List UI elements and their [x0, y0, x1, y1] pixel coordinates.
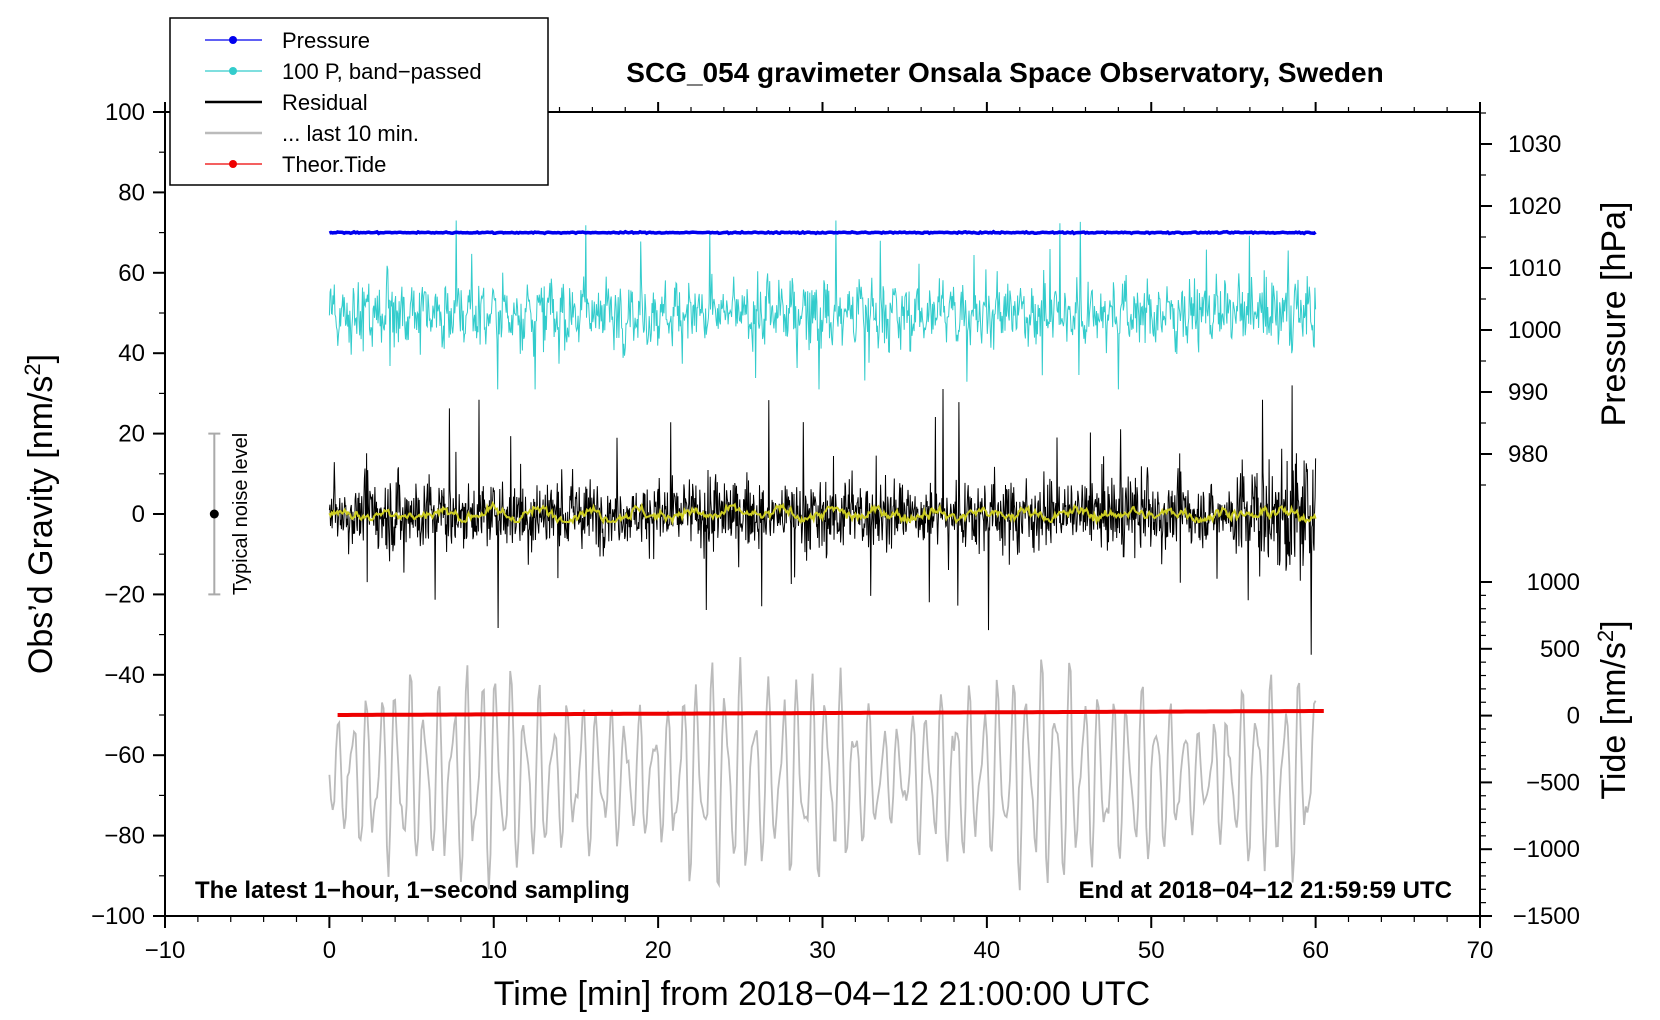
series-residual [328, 385, 1317, 655]
chart-title: SCG_054 gravimeter Onsala Space Observat… [626, 57, 1383, 88]
legend-swatch-dot [229, 67, 237, 75]
legend-label: Theor.Tide [282, 152, 386, 177]
legend-entries: Pressure 100 P, band−passed Residual ... la… [205, 28, 482, 177]
y-tick-label: 100 [105, 99, 145, 126]
y-tick-label: −100 [91, 903, 145, 930]
y-tick-label: −80 [104, 823, 145, 850]
tide-tick-label: −1000 [1513, 836, 1580, 863]
x-axis-label: Time [min] from 2018−04−12 21:00:00 UTC [494, 975, 1150, 1013]
noise-bar-center [209, 509, 219, 519]
annotation-bottom-left: The latest 1−hour, 1−second sampling [195, 877, 630, 904]
y-axis-label-left-end: ] [22, 354, 60, 363]
x-tick-label: 40 [974, 937, 1001, 964]
y-axis-label-tide-sup: 2 [1593, 630, 1618, 642]
legend-label: Residual [282, 90, 368, 115]
y-axis-label-tide-main: Tide [nm/s [1595, 642, 1633, 799]
y-axis-label-tide-end: ] [1595, 620, 1633, 629]
tide-tick-label: 0 [1567, 703, 1580, 730]
legend-label: ... last 10 min. [282, 121, 419, 146]
x-tick-label: 20 [645, 937, 672, 964]
series-theor-tide [337, 709, 1324, 717]
noise-level-label: Typical noise level [230, 433, 252, 595]
y-axis-label-left-sup: 2 [20, 363, 45, 375]
pressure-tick-label: 1030 [1508, 131, 1561, 158]
series-band-passed [328, 220, 1317, 390]
x-tick-label: 50 [1138, 937, 1165, 964]
y-axis-label-tide: Tide [nm/s2] [1593, 620, 1633, 799]
x-tick-label: 30 [809, 937, 836, 964]
series-layer [328, 220, 1324, 891]
y-tick-label: −40 [104, 662, 145, 689]
pressure-tick-label: 1020 [1508, 193, 1561, 220]
legend-swatch-dot [229, 36, 237, 44]
y-tick-label: 40 [118, 340, 145, 367]
tide-tick-label: 500 [1540, 636, 1580, 663]
legend-label: Pressure [282, 28, 370, 53]
y-tick-label: 60 [118, 260, 145, 287]
y-tick-label: −20 [104, 581, 145, 608]
y-tick-label: 0 [132, 501, 145, 528]
x-tick-label: −10 [145, 937, 186, 964]
series-pressure [328, 229, 1317, 236]
pressure-tick-label: 1010 [1508, 255, 1561, 282]
pressure-tick-label: 990 [1508, 379, 1548, 406]
x-tick-label: 70 [1467, 937, 1494, 964]
tide-tick-label: −1500 [1513, 903, 1580, 930]
y-tick-label: −60 [104, 742, 145, 769]
tide-tick-label: −500 [1526, 769, 1580, 796]
ticks-layer: −10 0 10 20 30 40 50 60 70100806040200−20−40−60−… [91, 99, 1580, 964]
x-tick-label: 10 [480, 937, 507, 964]
y-tick-label: 20 [118, 421, 145, 448]
tide-tick-label: 1000 [1527, 569, 1580, 596]
y-axis-label-left: Obs’d Gravity [nm/s2] [20, 354, 60, 674]
x-tick-label: 0 [323, 937, 336, 964]
pressure-tick-label: 1000 [1508, 317, 1561, 344]
annotation-bottom-right: End at 2018−04−12 21:59:59 UTC [1078, 877, 1452, 904]
legend: Pressure 100 P, band−passed Residual ... la… [169, 17, 549, 186]
y-tick-label: 80 [118, 179, 145, 206]
noise-level-indicator [208, 432, 221, 596]
series-smoothed [328, 500, 1317, 526]
pressure-tick-label: 980 [1508, 441, 1548, 468]
y-axis-label-pressure: Pressure [hPa] [1595, 202, 1633, 427]
legend-label: 100 P, band−passed [282, 59, 482, 84]
legend-swatch-dot [229, 160, 237, 168]
y-axis-label-left-main: Obs’d Gravity [nm/s [22, 376, 60, 675]
x-tick-label: 60 [1302, 937, 1329, 964]
series-last-10-min [328, 657, 1317, 891]
